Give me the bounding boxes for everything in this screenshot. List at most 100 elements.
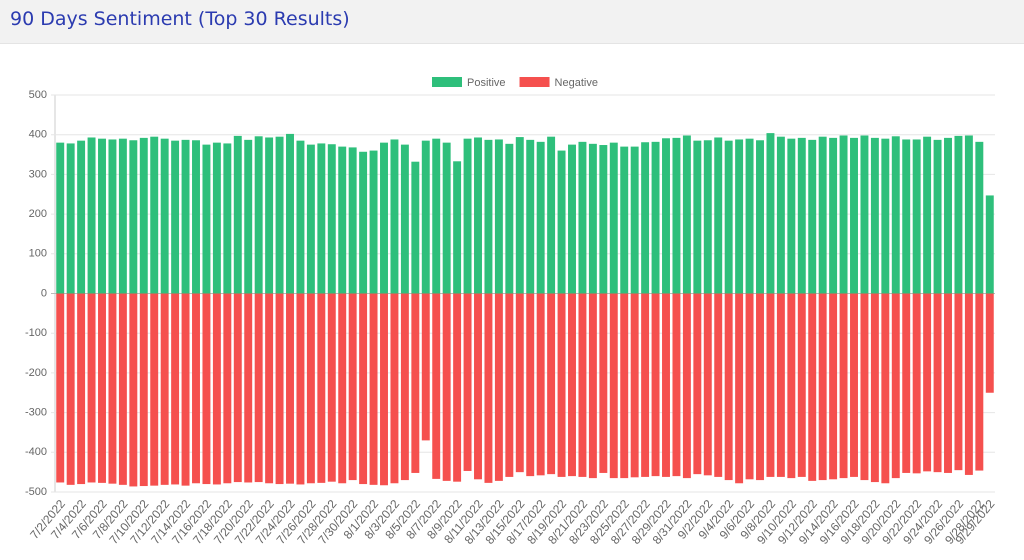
bar: [787, 293, 796, 479]
bar: [756, 293, 764, 481]
bar: [860, 293, 869, 481]
bar: [118, 293, 127, 485]
bar: [400, 293, 409, 481]
bar: [254, 136, 263, 294]
bar: [526, 139, 535, 294]
bar: [275, 136, 284, 294]
bar: [954, 293, 963, 471]
bar: [390, 139, 399, 294]
bar: [202, 293, 211, 485]
bar: [139, 293, 148, 487]
bar: [390, 293, 399, 484]
bar: [494, 293, 503, 481]
bar: [724, 293, 733, 481]
bar: [233, 135, 242, 294]
bar: [536, 293, 545, 476]
legend-label[interactable]: Negative: [555, 77, 598, 89]
bar: [818, 293, 827, 481]
bar: [160, 293, 169, 485]
bar: [442, 142, 451, 294]
bar: [609, 293, 618, 479]
bar: [620, 293, 629, 479]
bar: [881, 138, 890, 294]
bar: [150, 136, 159, 294]
y-tick-label: 300: [29, 168, 47, 180]
bar: [474, 293, 482, 480]
bar: [923, 136, 932, 294]
bar: [181, 139, 190, 294]
bar: [202, 144, 211, 294]
bar: [108, 139, 117, 294]
legend-label[interactable]: Positive: [467, 77, 506, 89]
bar: [776, 136, 785, 294]
bar: [129, 293, 138, 487]
bar: [850, 137, 858, 294]
bar: [505, 143, 514, 294]
bar: [881, 293, 890, 484]
bar: [160, 138, 169, 294]
bar: [724, 140, 733, 294]
bar: [244, 293, 253, 483]
bar: [651, 293, 660, 477]
bar: [369, 293, 378, 485]
bar: [829, 293, 838, 480]
bar: [578, 141, 587, 294]
bar: [380, 142, 388, 294]
bar: [223, 143, 232, 294]
y-tick-label: -500: [25, 486, 47, 498]
bar: [181, 293, 190, 486]
bar: [317, 293, 326, 483]
bar: [599, 145, 608, 294]
bar: [923, 293, 932, 472]
bar: [150, 293, 159, 486]
bar: [985, 195, 994, 294]
bar: [829, 137, 838, 294]
bar: [87, 137, 96, 294]
bar: [662, 293, 670, 477]
bar: [265, 293, 274, 484]
bar: [442, 293, 451, 481]
bar: [964, 135, 973, 294]
y-tick-label: -300: [25, 407, 47, 419]
bar: [714, 137, 723, 294]
bar: [985, 293, 994, 393]
bar: [87, 293, 96, 483]
bar: [808, 293, 817, 481]
bar: [703, 140, 712, 294]
bar: [77, 140, 86, 294]
bar: [139, 137, 148, 294]
bar: [463, 293, 472, 471]
bar: [808, 139, 817, 294]
bar: [630, 293, 639, 478]
legend-swatch[interactable]: [519, 77, 550, 87]
bar: [944, 137, 952, 294]
bar: [275, 293, 284, 485]
bar: [954, 135, 963, 294]
bar: [129, 140, 138, 294]
bar: [557, 150, 566, 294]
bar: [265, 137, 274, 294]
bar: [651, 141, 660, 294]
y-tick-label: 200: [29, 208, 47, 220]
bar: [578, 293, 587, 477]
bar: [484, 293, 493, 483]
bar: [98, 138, 106, 294]
bar: [776, 293, 785, 477]
bar: [568, 144, 576, 294]
bar: [588, 143, 597, 294]
y-tick-label: -100: [25, 327, 47, 339]
bar: [891, 293, 900, 479]
bar: [735, 293, 744, 484]
bar: [975, 293, 984, 471]
bar: [526, 293, 535, 477]
y-tick-label: -200: [25, 367, 47, 379]
bar: [933, 293, 942, 473]
bar: [891, 136, 900, 294]
bar: [797, 137, 806, 294]
legend-swatch[interactable]: [432, 77, 462, 87]
bar: [588, 293, 597, 479]
bar: [756, 140, 764, 294]
bar: [515, 137, 524, 294]
